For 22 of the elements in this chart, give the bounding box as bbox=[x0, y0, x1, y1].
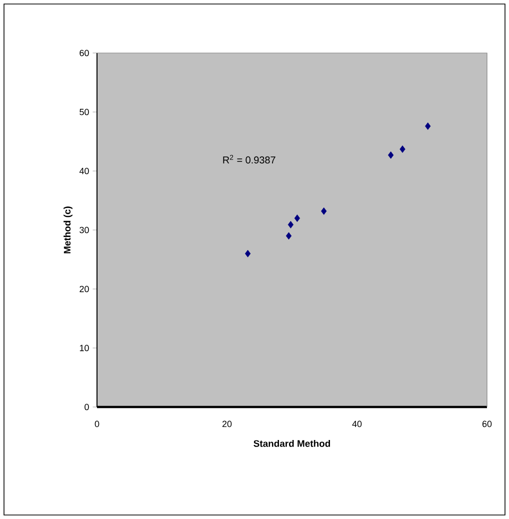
point bbox=[244, 250, 251, 258]
x-tick-label: 60 bbox=[482, 420, 492, 428]
y-axis-title: Method (c) bbox=[64, 206, 72, 254]
y-tick-label: 0 bbox=[84, 404, 89, 410]
y-tick-label: 50 bbox=[80, 108, 89, 116]
point bbox=[286, 232, 292, 240]
point bbox=[425, 122, 431, 130]
point bbox=[400, 145, 406, 153]
annotation: R$^{2}$ = 0.9387 bbox=[223, 154, 276, 164]
point bbox=[388, 151, 394, 159]
x-tick-label: 40 bbox=[352, 420, 362, 428]
y-tick-label: 40 bbox=[79, 168, 89, 174]
x-axis-title: Standard Method bbox=[254, 440, 330, 447]
point bbox=[288, 220, 294, 228]
y-tick-label: 30 bbox=[80, 226, 89, 234]
x-tick-label: 20 bbox=[222, 420, 232, 428]
y-tick-label: 60 bbox=[80, 50, 89, 56]
point bbox=[294, 214, 300, 222]
y-tick-label: 20 bbox=[80, 286, 89, 292]
y-tick-label: 10 bbox=[80, 344, 89, 352]
x-tick-label: 0 bbox=[94, 420, 100, 428]
point bbox=[321, 207, 327, 215]
